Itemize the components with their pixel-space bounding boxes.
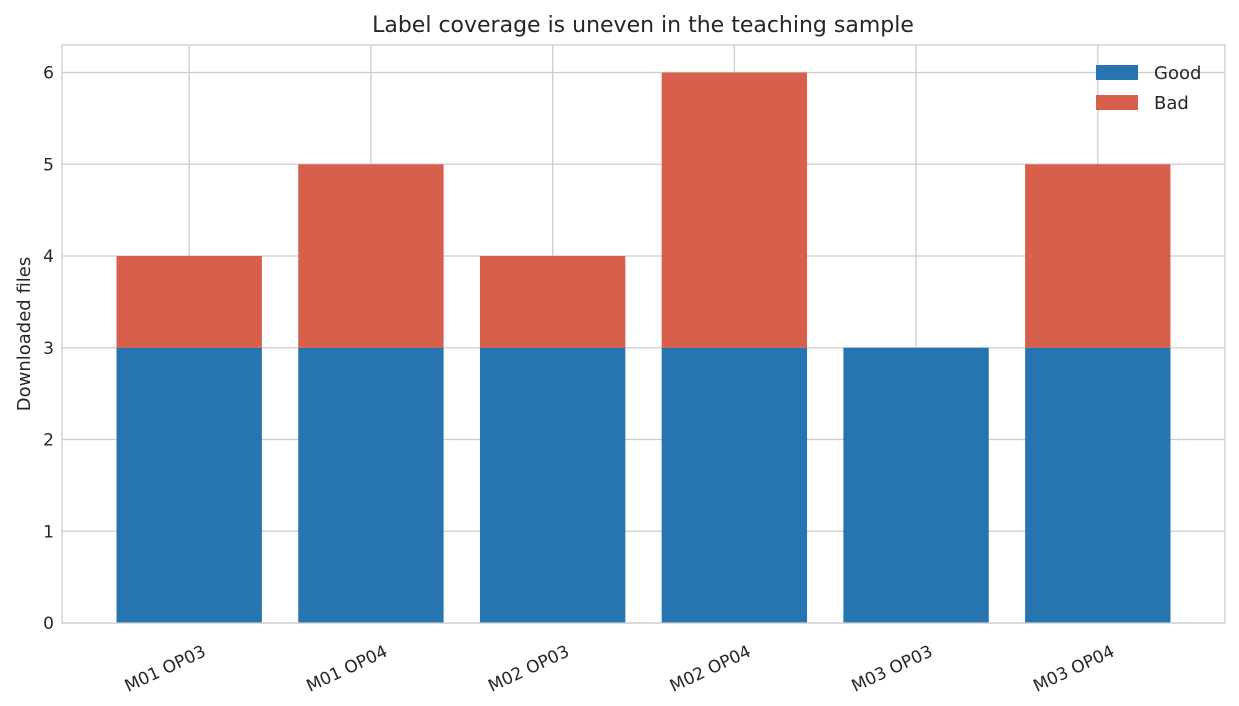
bar-good-m01-op04 [298, 347, 444, 623]
plot-frame [61, 44, 1226, 624]
chart-title: Label coverage is uneven in the teaching… [372, 13, 914, 38]
bar-bad-m01-op04 [298, 164, 444, 348]
y-tick-label: 1 [43, 522, 54, 542]
bar-bad-m03-op04 [1025, 164, 1171, 348]
y-tick-label: 6 [43, 64, 54, 84]
y-axis-label: Downloaded files [14, 257, 35, 412]
bar-good-m03-op04 [1025, 347, 1171, 623]
y-tick-label: 0 [43, 614, 54, 634]
x-tick-label: M03 OP04 [1030, 642, 1117, 697]
y-tick-labels: 0 1 2 3 4 5 6 [43, 64, 54, 634]
legend-label-bad: Bad [1154, 93, 1189, 114]
bar-good-m02-op03 [479, 347, 626, 623]
bar-good-m01-op03 [116, 347, 262, 623]
x-tick-labels: M01 OP03 M01 OP04 M02 OP03 M02 OP04 M03 OP03… [122, 642, 1118, 697]
bar-bad-m02-op04 [661, 72, 808, 348]
y-tick-label: 2 [43, 431, 54, 451]
x-tick-label: M01 OP03 [122, 642, 209, 697]
legend-swatch-good [1096, 65, 1138, 80]
bar-bad-m02-op03 [479, 256, 626, 348]
bars [116, 72, 1171, 623]
bar-good-m02-op04 [661, 347, 808, 623]
legend-swatch-bad [1096, 95, 1138, 110]
y-tick-label: 3 [43, 339, 54, 359]
bar-good-m03-op03 [843, 347, 989, 623]
x-tick-label: M02 OP04 [667, 642, 754, 697]
y-tick-label: 4 [43, 247, 54, 267]
legend-label-good: Good [1154, 63, 1201, 84]
x-tick-label: M02 OP03 [485, 642, 572, 697]
x-tick-label: M01 OP04 [304, 642, 391, 697]
x-tick-label: M03 OP03 [849, 642, 936, 697]
legend: Good Bad [1096, 63, 1201, 114]
y-tick-label: 5 [43, 155, 54, 175]
bar-bad-m01-op03 [116, 256, 262, 348]
